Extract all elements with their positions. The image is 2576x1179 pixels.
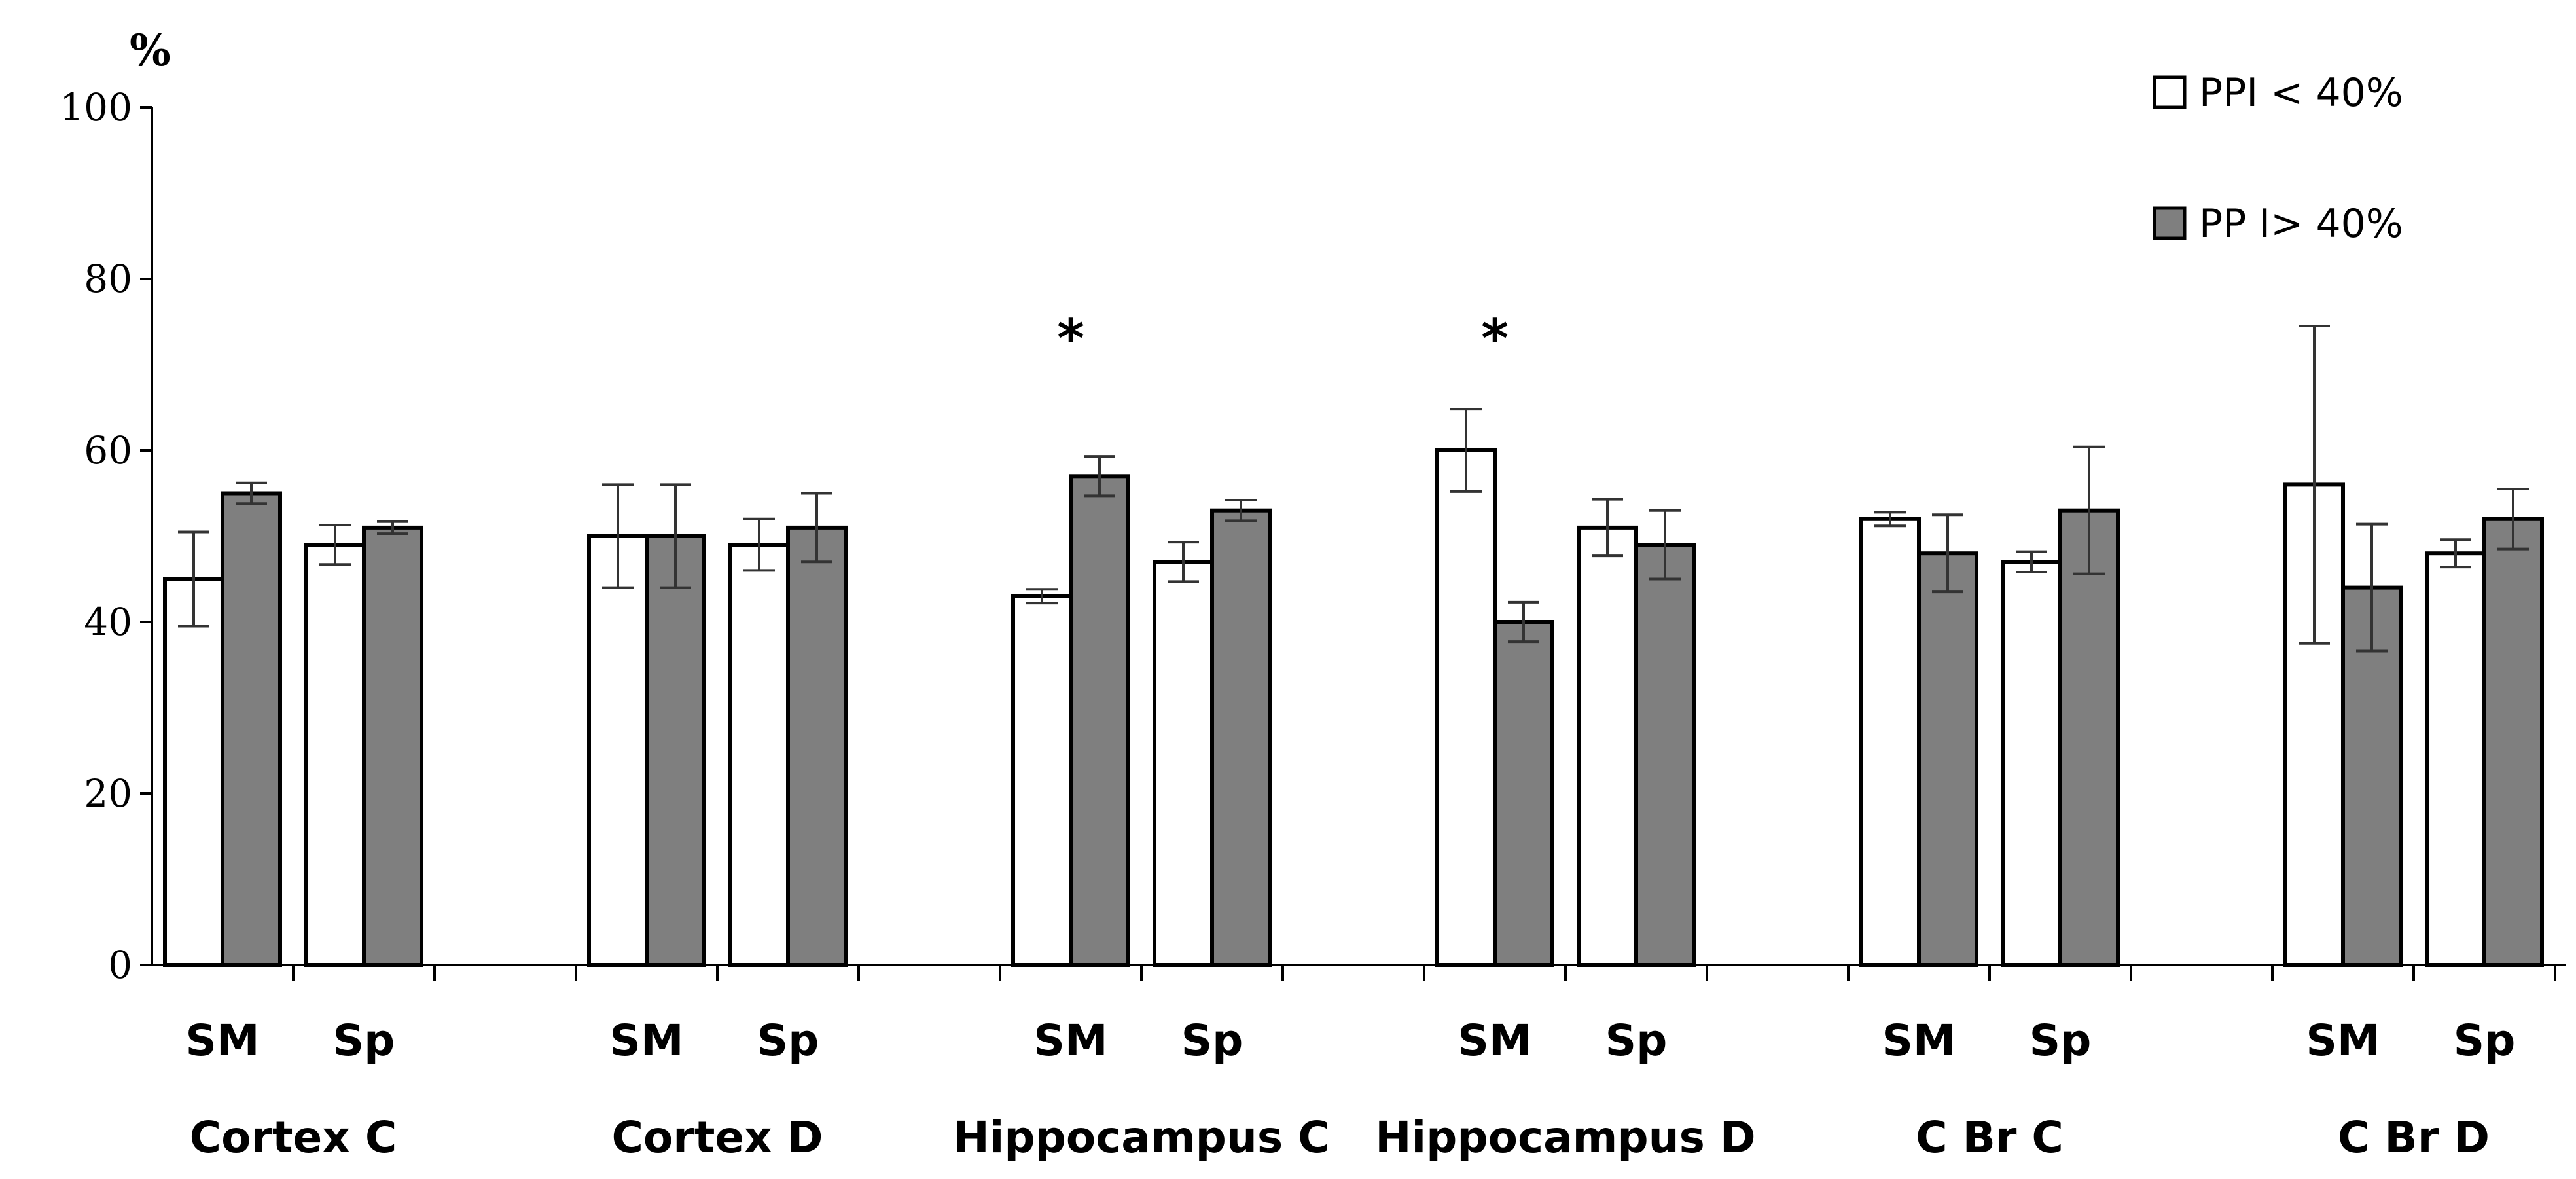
legend-label: PPI < 40% [2199, 70, 2403, 116]
error-bars [178, 325, 2529, 653]
subcategory-label: SM [1033, 1015, 1107, 1066]
subcategory-label: SM [1882, 1015, 1956, 1066]
legend: PPI < 40% PP I> 40% [2153, 70, 2403, 247]
significance-asterisk: * [1057, 308, 1084, 369]
y-tick-label: 60 [84, 428, 132, 473]
bar-ppi-lt-40 [1153, 560, 1214, 967]
subcategory-label: Sp [333, 1015, 395, 1066]
subcategory-label: Sp [2030, 1015, 2092, 1066]
axes [151, 107, 2566, 966]
bar-ppi-lt-40 [304, 543, 366, 967]
subcategory-label: Sp [2454, 1015, 2516, 1066]
bar-ppi-lt-40 [1435, 448, 1497, 967]
bar-ppi-gt-40 [1069, 474, 1130, 967]
bar-ppi-lt-40 [587, 534, 649, 967]
subcategory-label: SM [1458, 1015, 1531, 1066]
bar-ppi-gt-40 [1634, 543, 1696, 967]
group-label: Cortex C [190, 1112, 397, 1163]
legend-label: PP I> 40% [2199, 201, 2403, 247]
bar-ppi-gt-40 [362, 525, 423, 967]
x-axis-labels: SM Sp Cortex C SM Sp Cortex D SM Sp Hippocampus … [185, 1015, 2515, 1163]
group-label: Cortex D [612, 1112, 823, 1163]
subcategory-label: SM [609, 1015, 683, 1066]
bar-ppi-lt-40 [1859, 517, 1921, 967]
bar-ppi-gt-40 [786, 525, 848, 967]
legend-swatch [2153, 75, 2187, 109]
bar-ppi-gt-40 [645, 534, 706, 967]
bar-ppi-gt-40 [1917, 551, 1978, 967]
group-label: Hippocampus C [953, 1112, 1329, 1163]
y-axis-ticks: 0 20 40 60 80 100 [60, 85, 152, 987]
bar-ppi-lt-40 [1577, 525, 1638, 967]
group-label: C Br D [2338, 1112, 2490, 1163]
y-tick-label: 20 [84, 771, 132, 816]
legend-swatch [2153, 206, 2187, 240]
bars [163, 448, 2544, 967]
bar-ppi-lt-40 [2001, 560, 2062, 967]
subcategory-label: SM [2306, 1015, 2380, 1066]
y-tick-label: 80 [84, 257, 132, 301]
bar-ppi-gt-40 [1210, 508, 1272, 967]
significance-annotations: * * [1057, 308, 1509, 369]
x-axis-ticks [292, 965, 2556, 981]
bar-ppi-gt-40 [2482, 517, 2544, 967]
subcategory-label: Sp [1181, 1015, 1243, 1066]
bar-ppi-lt-40 [1011, 594, 1073, 967]
subcategory-label: SM [185, 1015, 259, 1066]
subcategory-label: Sp [1605, 1015, 1668, 1066]
bar-ppi-lt-40 [2425, 551, 2486, 967]
group-label: C Br C [1916, 1112, 2064, 1163]
bar-ppi-lt-40 [728, 543, 790, 967]
bar-ppi-lt-40 [163, 577, 224, 967]
bar-ppi-gt-40 [2058, 508, 2120, 967]
significance-asterisk: * [1481, 308, 1509, 369]
y-axis-unit-label: % [130, 25, 171, 76]
bar-ppi-gt-40 [1493, 620, 1554, 967]
y-tick-label: 100 [60, 85, 132, 130]
group-label: Hippocampus D [1375, 1112, 1755, 1163]
bar-ppi-gt-40 [221, 491, 282, 967]
y-tick-label: 0 [108, 943, 132, 987]
y-tick-label: 40 [84, 600, 132, 644]
subcategory-label: Sp [757, 1015, 819, 1066]
